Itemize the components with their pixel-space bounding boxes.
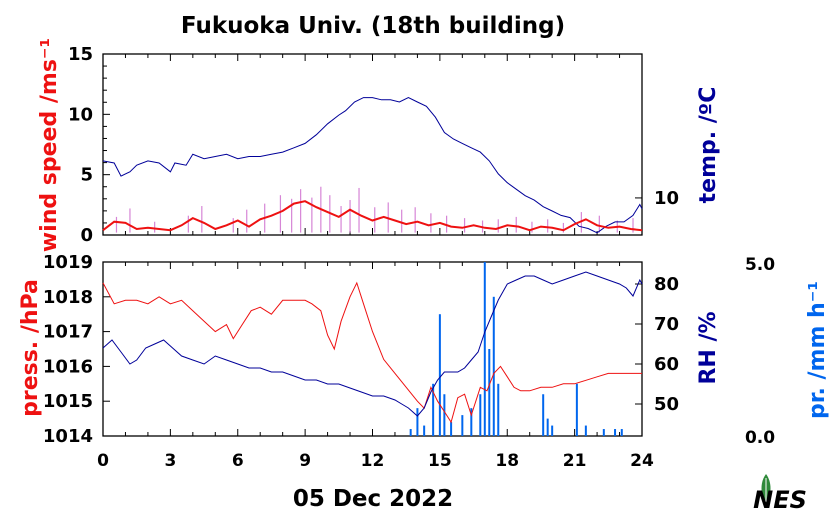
y-tick-label: 0	[80, 225, 93, 246]
precip-bar	[551, 425, 554, 436]
rh-axis-label: RH /%	[696, 311, 721, 384]
pressure-line	[102, 281, 642, 424]
wind-temp-panel: 0 5 10 15 10 wind speed /ms⁻¹ temp. /ºC	[37, 38, 721, 252]
date-label: 05 Dec 2022	[293, 486, 453, 512]
precip-bar	[409, 429, 412, 436]
y-tick-label: 1017	[43, 322, 93, 343]
precip-bar	[614, 429, 617, 436]
top-plot-frame	[102, 53, 643, 236]
y-right-tick-label: 80	[654, 274, 679, 295]
pressure-rh-panel: 1014 1015 1016 1017 1018 1019 50 60 70 80 0 3 6 9 12 1…	[18, 252, 830, 471]
x-tick-label: 24	[630, 451, 654, 471]
x-tick-labels: 0 3 6 9 12 15 18 21 24	[97, 451, 654, 471]
precip-bar	[479, 394, 482, 436]
precip-bar	[546, 418, 549, 436]
wind-speed-line	[102, 200, 643, 232]
relative-humidity-series	[102, 271, 643, 417]
precip-bar	[423, 425, 426, 436]
precip-axis-label: pr. /mm h⁻¹	[805, 281, 830, 419]
bottom-plot-frame	[102, 261, 643, 437]
x-tick-label: 18	[495, 451, 519, 471]
precip-bar	[542, 394, 545, 436]
y-right-tick-label: 70	[654, 314, 679, 335]
y-right-tick-label: 10	[654, 188, 679, 209]
precip-bar	[450, 422, 453, 436]
y-tick-label: 1016	[43, 356, 93, 377]
wind-speed-series	[102, 200, 643, 232]
precip-bar	[620, 429, 623, 436]
bottom-ticks: 1014 1015 1016 1017 1018 1019 50 60 70 80	[43, 252, 679, 447]
temperature-series	[102, 97, 643, 234]
precip-bar	[584, 425, 587, 436]
wind-gust-series	[115, 186, 634, 233]
precip-tick-min: 0.0	[745, 428, 775, 448]
pressure-series	[102, 281, 642, 424]
x-tick-label: 15	[428, 451, 452, 471]
precip-bar	[497, 383, 500, 436]
chart-title: Fukuoka Univ. (18th building)	[181, 13, 565, 39]
x-tick-label: 6	[232, 451, 244, 471]
precip-bar	[461, 415, 464, 436]
precip-bar	[575, 383, 578, 436]
precip-bar	[443, 394, 446, 436]
precip-bar	[438, 314, 441, 436]
y-tick-label: 5	[80, 165, 93, 186]
precip-bar	[602, 429, 605, 436]
y-tick-label: 15	[68, 44, 93, 65]
y-tick-label: 1019	[43, 252, 93, 273]
x-tick-label: 9	[299, 451, 311, 471]
y-right-tick-label: 50	[654, 394, 679, 415]
precip-bar	[416, 408, 419, 436]
top-ticks: 0 5 10 15 10	[68, 44, 679, 246]
precip-bar	[432, 383, 435, 436]
precip-bar	[483, 262, 486, 436]
temperature-axis-label: temp. /ºC	[696, 87, 721, 204]
logo-text: NES	[753, 486, 807, 514]
precip-bar	[470, 408, 473, 436]
y-tick-label: 1015	[43, 391, 93, 412]
y-right-tick-label: 60	[654, 354, 679, 375]
y-tick-label: 1014	[43, 426, 93, 447]
x-tick-label: 0	[97, 451, 109, 471]
y-tick-label: 1018	[43, 287, 93, 308]
x-tick-label: 21	[563, 451, 587, 471]
temperature-line	[102, 97, 643, 234]
wind-speed-axis-label: wind speed /ms⁻¹	[37, 38, 62, 252]
precip-bar	[492, 296, 495, 436]
y-tick-label: 10	[68, 104, 93, 125]
x-tick-label: 3	[164, 451, 176, 471]
precipitation-series	[409, 262, 623, 436]
x-tick-label: 12	[361, 451, 385, 471]
precip-bar	[488, 349, 491, 436]
precip-tick-max: 5.0	[745, 255, 775, 275]
pressure-axis-label: press. /hPa	[18, 279, 43, 417]
leaf-logo-icon: NES	[753, 474, 807, 514]
rh-line	[102, 271, 643, 417]
